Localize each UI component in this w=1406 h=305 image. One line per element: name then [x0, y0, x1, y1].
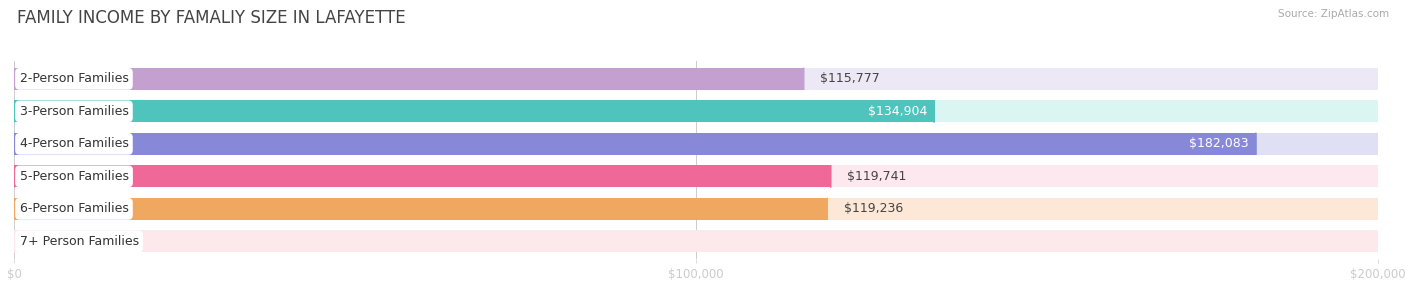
Text: 3-Person Families: 3-Person Families: [20, 105, 128, 118]
Bar: [14, 100, 934, 122]
Bar: [14, 100, 1378, 122]
Text: 6-Person Families: 6-Person Families: [20, 203, 128, 215]
Bar: [14, 230, 1378, 253]
Bar: [14, 198, 827, 220]
Text: 2-Person Families: 2-Person Families: [20, 72, 128, 85]
Text: $182,083: $182,083: [1189, 137, 1249, 150]
Bar: [14, 133, 1256, 155]
Bar: [14, 68, 804, 90]
Bar: [14, 68, 1378, 90]
Text: $115,777: $115,777: [820, 72, 880, 85]
Text: $119,236: $119,236: [844, 203, 903, 215]
Bar: [14, 133, 1378, 155]
Text: $0: $0: [38, 235, 55, 248]
Bar: [14, 165, 831, 188]
Text: 4-Person Families: 4-Person Families: [20, 137, 128, 150]
Text: 5-Person Families: 5-Person Families: [20, 170, 128, 183]
Text: $119,741: $119,741: [846, 170, 907, 183]
Bar: [14, 165, 1378, 188]
Text: 7+ Person Families: 7+ Person Families: [20, 235, 139, 248]
Text: FAMILY INCOME BY FAMALIY SIZE IN LAFAYETTE: FAMILY INCOME BY FAMALIY SIZE IN LAFAYET…: [17, 9, 405, 27]
Text: $134,904: $134,904: [868, 105, 927, 118]
Text: Source: ZipAtlas.com: Source: ZipAtlas.com: [1278, 9, 1389, 19]
Bar: [14, 198, 1378, 220]
